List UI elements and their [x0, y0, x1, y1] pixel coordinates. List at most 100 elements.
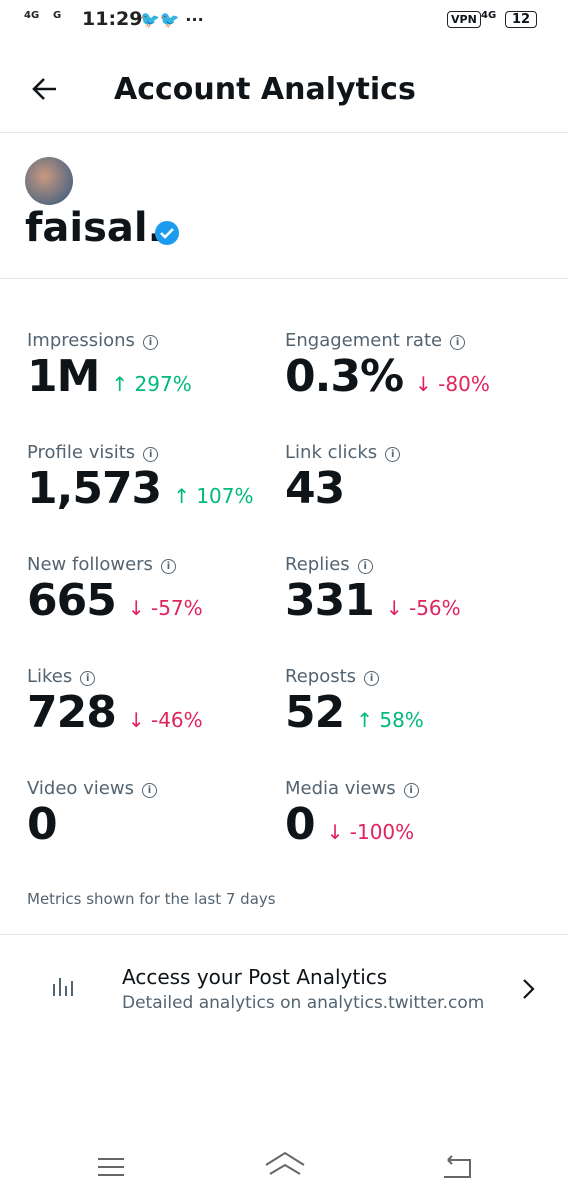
- avatar[interactable]: [25, 157, 73, 205]
- vpn: VPN: [447, 11, 481, 28]
- back-nav-button[interactable]: [444, 1155, 471, 1178]
- info-icon[interactable]: i: [357, 559, 373, 574]
- metric-label: Profile visits i: [27, 442, 254, 463]
- metric-label-text: Profile visits: [27, 442, 136, 463]
- metric-value: 728 ↓ -46%: [27, 687, 203, 738]
- trend-arrow: ↑: [173, 484, 197, 508]
- metric: Engagement rate i 0.3% ↓ -80%: [285, 330, 490, 402]
- metric-change-text: 58%: [379, 708, 424, 732]
- metric-change: ↓ -56%: [386, 596, 461, 620]
- info-icon[interactable]: i: [143, 447, 159, 462]
- metric-value: 331 ↓ -56%: [285, 575, 461, 626]
- metric-value: 0.3% ↓ -80%: [285, 351, 490, 402]
- page-title: Account Analytics: [114, 72, 416, 107]
- metric-value-text: 52: [285, 687, 345, 738]
- verified-badge: [155, 221, 179, 245]
- notification-icons: 🐦🐦 ···: [140, 10, 204, 29]
- card-title: Access your Post Analytics: [122, 965, 388, 989]
- metric: New followers i 665 ↓ -57%: [27, 554, 203, 626]
- metric-change: ↑ 297%: [111, 372, 191, 396]
- info-icon[interactable]: i: [160, 559, 176, 574]
- metric-change-text: 107%: [196, 484, 254, 508]
- metric: Impressions i 1M ↑ 297%: [27, 330, 192, 402]
- metric: Link clicks i 43: [285, 442, 401, 514]
- metric-label-text: Likes: [27, 666, 73, 687]
- note: Metrics shown for the last 7 days: [27, 890, 276, 908]
- trend-arrow: ↓: [415, 372, 439, 396]
- network: 4G: [24, 10, 40, 21]
- metric-label: New followers i: [27, 554, 203, 575]
- metric-label: Likes i: [27, 666, 203, 687]
- back-button[interactable]: [30, 74, 60, 104]
- metric-label-text: Media views: [285, 778, 396, 799]
- trend-arrow: ↓: [385, 596, 409, 620]
- metric-value-text: 1,573: [27, 463, 162, 514]
- divider: [0, 132, 568, 133]
- trend-arrow: ↓: [127, 708, 151, 732]
- metric-label: Reposts i: [285, 666, 424, 687]
- metric-label-text: New followers: [27, 554, 153, 575]
- metric: Media views i 0 ↓ -100%: [285, 778, 419, 850]
- divider: [0, 934, 568, 935]
- metric: Profile visits i 1,573 ↑ 107%: [27, 442, 254, 514]
- menu-button[interactable]: [98, 1158, 124, 1176]
- info-icon[interactable]: i: [403, 783, 419, 798]
- info-icon[interactable]: i: [364, 671, 380, 686]
- metric-value-text: 331: [285, 575, 375, 626]
- metric-label-text: Impressions: [27, 330, 135, 351]
- metric-value-text: 728: [27, 687, 117, 738]
- info-icon[interactable]: i: [385, 447, 401, 462]
- metric-value: 0 ↓ -100%: [285, 799, 419, 850]
- metric-change-text: -46%: [150, 708, 203, 732]
- metric-label-text: Link clicks: [285, 442, 378, 463]
- metric: Video views i 0: [27, 778, 157, 850]
- trend-arrow: ↑: [356, 708, 380, 732]
- metric-value-text: 0.3%: [285, 351, 404, 402]
- divider: [0, 278, 568, 279]
- info-icon[interactable]: i: [141, 783, 157, 798]
- home-button[interactable]: [265, 1151, 305, 1175]
- metric: Reposts i 52 ↑ 58%: [285, 666, 424, 738]
- metric: Likes i 728 ↓ -46%: [27, 666, 203, 738]
- metric-change: ↓ -46%: [128, 708, 203, 732]
- metric-value-text: 1M: [27, 351, 100, 402]
- metric-change: ↑ 107%: [173, 484, 253, 508]
- post-analytics-link[interactable]: Access your Post Analytics Detailed anal…: [0, 940, 568, 1035]
- metric-change-text: 297%: [134, 372, 192, 396]
- metric-value: 43: [285, 463, 400, 514]
- metric-value-text: 43: [285, 463, 345, 514]
- metric-change: ↓ -57%: [128, 596, 203, 620]
- time: 11:29: [82, 8, 143, 30]
- metric: Replies i 331 ↓ -56%: [285, 554, 461, 626]
- metric-label: Link clicks i: [285, 442, 401, 463]
- metric-value-text: 665: [27, 575, 117, 626]
- metric-value: 1,573 ↑ 107%: [27, 463, 254, 514]
- metric-label: Replies i: [285, 554, 461, 575]
- metric-value: 52 ↑ 58%: [285, 687, 424, 738]
- info-icon[interactable]: i: [450, 335, 466, 350]
- metric-change: ↓ -80%: [415, 372, 490, 396]
- card-subtitle: Detailed analytics on analytics.twitter.…: [122, 993, 485, 1013]
- metric-value-text: 0: [285, 799, 316, 850]
- metric-value: 665 ↓ -57%: [27, 575, 203, 626]
- metric-change-text: -56%: [408, 596, 461, 620]
- metric-value-text: 0: [27, 799, 58, 850]
- trend-arrow: ↑: [111, 372, 135, 396]
- metric-label: Video views i: [27, 778, 157, 799]
- trend-arrow: ↓: [326, 820, 350, 844]
- metric-label-text: Video views: [27, 778, 134, 799]
- nav-bar: [98, 1151, 471, 1178]
- profile-name: faisal.: [25, 205, 163, 251]
- metric-label-text: Reposts: [285, 666, 357, 687]
- metric-change-text: -80%: [438, 372, 490, 396]
- metric-label-text: Replies: [285, 554, 350, 575]
- info-icon[interactable]: i: [142, 335, 158, 350]
- metric-label: Engagement rate i: [285, 330, 490, 351]
- chart-icon: [53, 978, 73, 996]
- battery: 12: [505, 11, 538, 28]
- metric-value: 1M ↑ 297%: [27, 351, 192, 402]
- metric-label: Media views i: [285, 778, 419, 799]
- network: G: [53, 10, 62, 21]
- info-icon[interactable]: i: [80, 671, 96, 686]
- metric-label-text: Engagement rate: [285, 330, 443, 351]
